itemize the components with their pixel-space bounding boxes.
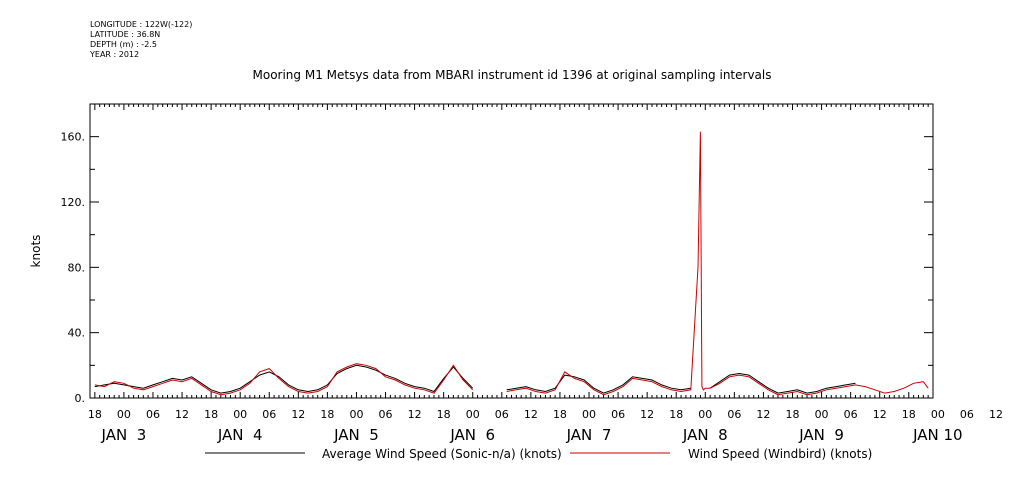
year-line: YEAR : 2012 (90, 50, 140, 59)
x-day-label: JAN 10 (912, 426, 963, 444)
x-hour-label: 06 (495, 408, 509, 421)
metadata-block: LONGITUDE : 122W(-122) LATITUDE : 36.8N … (90, 20, 192, 60)
x-hour-label: 18 (204, 408, 218, 421)
x-hour-label: 00 (815, 408, 829, 421)
y-tick-label: 0. (75, 392, 86, 405)
longitude-line: LONGITUDE : 122W(-122) (90, 20, 193, 29)
x-hour-label: 06 (844, 408, 858, 421)
x-hour-label: 18 (553, 408, 567, 421)
x-hour-label: 06 (379, 408, 393, 421)
x-hour-label: 00 (466, 408, 480, 421)
x-hour-label: 06 (960, 408, 974, 421)
y-axis-labels: 0. 40. 80. 120. 160. knots (29, 131, 85, 405)
x-hour-label: 06 (146, 408, 160, 421)
y-tick-label: 80. (68, 261, 86, 274)
plot-border (89, 103, 934, 399)
series-line-1 (94, 364, 856, 394)
x-hour-label: 00 (698, 408, 712, 421)
x-hour-label: 00 (233, 408, 247, 421)
y-tick-label: 40. (68, 327, 86, 340)
x-hour-label: 06 (611, 408, 625, 421)
x-hour-label: 12 (291, 408, 305, 421)
legend-label-windbird: Wind Speed (Windbird) (knots) (688, 447, 872, 461)
y-tick-label: 120. (61, 196, 86, 209)
depth-line: DEPTH (m) : -2.5 (90, 40, 157, 49)
x-hour-label: 12 (989, 408, 1003, 421)
legend: Average Wind Speed (Sonic-n/a) (knots) Wi… (205, 447, 872, 461)
x-hour-label: 18 (320, 408, 334, 421)
x-hour-label: 00 (117, 408, 131, 421)
axis-ticks (89, 103, 934, 399)
x-hour-label: 18 (902, 408, 916, 421)
legend-label-average: Average Wind Speed (Sonic-n/a) (knots) (322, 447, 562, 461)
series-line-2 (94, 131, 929, 396)
chart-title: Mooring M1 Metsys data from MBARI instru… (252, 68, 772, 82)
x-hour-label: 06 (262, 408, 276, 421)
x-hour-label: 18 (669, 408, 683, 421)
x-day-label: JAN 7 (566, 426, 612, 444)
plot-frame (89, 103, 934, 399)
y-tick-label: 160. (61, 131, 86, 144)
x-hour-label: 12 (175, 408, 189, 421)
x-hour-label: 12 (873, 408, 887, 421)
x-day-label: JAN 4 (217, 426, 263, 444)
x-hour-label: 18 (88, 408, 102, 421)
latitude-line: LATITUDE : 36.8N (90, 30, 161, 39)
x-hour-label: 12 (524, 408, 538, 421)
x-day-label: JAN 6 (449, 426, 495, 444)
x-hour-label: 12 (756, 408, 770, 421)
x-day-label: JAN 8 (682, 426, 728, 444)
x-hour-label: 00 (349, 408, 363, 421)
x-hour-label: 12 (408, 408, 422, 421)
x-day-label: JAN 3 (101, 426, 147, 444)
series-group (94, 131, 929, 396)
x-day-label: JAN 9 (798, 426, 844, 444)
x-hour-label: 18 (437, 408, 451, 421)
x-hour-label: 12 (640, 408, 654, 421)
x-hour-label: 00 (582, 408, 596, 421)
x-hour-label: 00 (931, 408, 945, 421)
x-hour-label: 18 (786, 408, 800, 421)
x-axis-labels: 18 00 06 12 18 00 06 12 18 00 06 12 18 00 06 12 18 00 06 12… (88, 408, 1003, 444)
y-axis-title: knots (29, 235, 43, 268)
x-hour-label: 06 (727, 408, 741, 421)
x-day-label: JAN 5 (333, 426, 379, 444)
